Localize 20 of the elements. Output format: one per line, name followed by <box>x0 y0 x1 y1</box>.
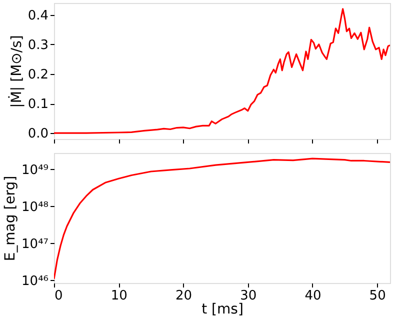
y-tick-label: 10⁴⁹ <box>22 162 48 178</box>
y-tick-label: 0.2 <box>28 67 48 82</box>
x-tick-label: 50 <box>369 288 386 304</box>
line-series <box>54 8 390 134</box>
y-tick-label: 0.3 <box>28 38 48 53</box>
y-axis-title: |Ṁ| [M⊙/s] <box>8 35 25 108</box>
x-tick-label: 20 <box>175 288 192 304</box>
y-axis-title: E_mag [erg] <box>2 176 19 262</box>
x-axis-title: t [ms] <box>202 302 244 318</box>
y-tick-label: 10⁴⁶ <box>22 274 48 289</box>
line-series <box>54 158 390 280</box>
y-tick-label: 0.4 <box>28 8 48 24</box>
y-tick-label: 10⁴⁸ <box>22 200 48 215</box>
x-tick-label: 10 <box>110 288 128 304</box>
x-tick-label: 40 <box>304 288 322 304</box>
y-tick-label: 0.1 <box>28 97 48 112</box>
y-tick-label: 0.0 <box>28 126 48 142</box>
x-tick-label: 30 <box>240 288 257 304</box>
y-tick-label: 10⁴⁷ <box>22 236 48 252</box>
x-tick-label: 0 <box>54 288 63 304</box>
